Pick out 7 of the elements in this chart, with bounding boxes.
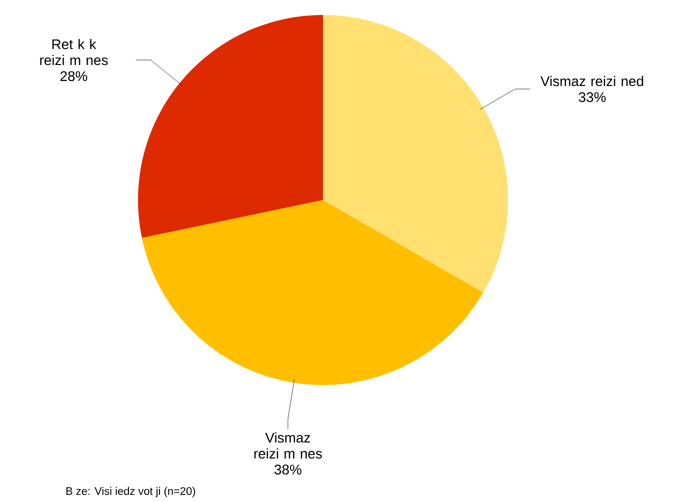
data-label: 28% — [60, 71, 88, 82]
slice-label: Vismaz reizi m nes — [254, 432, 322, 459]
data-label: 33% — [578, 92, 606, 102]
data-label: 38% — [274, 464, 302, 475]
text: B ze: Visi iedz vot ji (n=20) — [66, 486, 196, 498]
slice-label: Ret k k reizi m nes — [40, 38, 108, 66]
slice-label: Vismaz reizi ned — [540, 76, 644, 86]
